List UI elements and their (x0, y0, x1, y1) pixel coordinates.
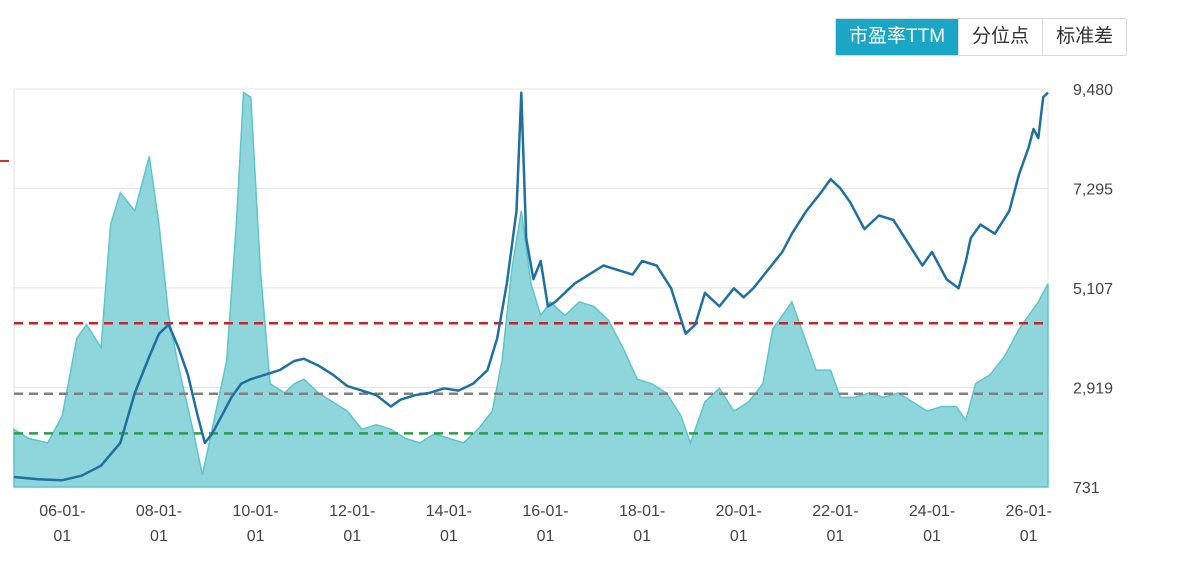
x-tick-label: 08-01- (136, 503, 182, 520)
x-tick-label-line2: 01 (440, 528, 458, 545)
y-tick-label: 7,295 (1073, 181, 1113, 198)
x-tick-label-line2: 01 (247, 528, 265, 545)
x-tick-label-line2: 01 (827, 528, 845, 545)
x-tick-label: 14-01- (426, 503, 472, 520)
x-tick-label-line2: 01 (150, 528, 168, 545)
x-tick-label: 06-01- (39, 503, 85, 520)
index-line (13, 91, 1049, 482)
view-tabs: 市盈率TTM 分位点 标准差 (835, 18, 1128, 56)
tab-percentile[interactable]: 分位点 (958, 19, 1043, 55)
x-tick-label-line2: 01 (53, 528, 71, 545)
x-tick-label: 10-01- (232, 503, 278, 520)
pe-ttm-area (13, 91, 1049, 488)
y-tick-label: 731 (1073, 480, 1100, 497)
tab-std-dev[interactable]: 标准差 (1042, 19, 1127, 55)
left-edge-marker (0, 160, 9, 162)
x-tick-label: 18-01- (619, 503, 665, 520)
x-tick-label-line2: 01 (343, 528, 361, 545)
x-tick-label-line2: 01 (1020, 528, 1038, 545)
x-tick-label: 12-01- (329, 503, 375, 520)
x-tick-label: 20-01- (716, 503, 762, 520)
x-tick-label: 16-01- (522, 503, 568, 520)
tab-pe-ttm[interactable]: 市盈率TTM (836, 19, 959, 55)
y-tick-label: 9,480 (1073, 82, 1113, 99)
x-tick-label: 26-01- (1006, 503, 1052, 520)
y-tick-label: 5,107 (1073, 281, 1113, 298)
x-tick-label: 22-01- (812, 503, 858, 520)
x-tick-label-line2: 01 (923, 528, 941, 545)
x-tick-label: 24-01- (909, 503, 955, 520)
x-tick-label-line2: 01 (537, 528, 555, 545)
x-tick-label-line2: 01 (633, 528, 651, 545)
y-tick-label: 2,919 (1073, 380, 1113, 397)
x-tick-label-line2: 01 (730, 528, 748, 545)
